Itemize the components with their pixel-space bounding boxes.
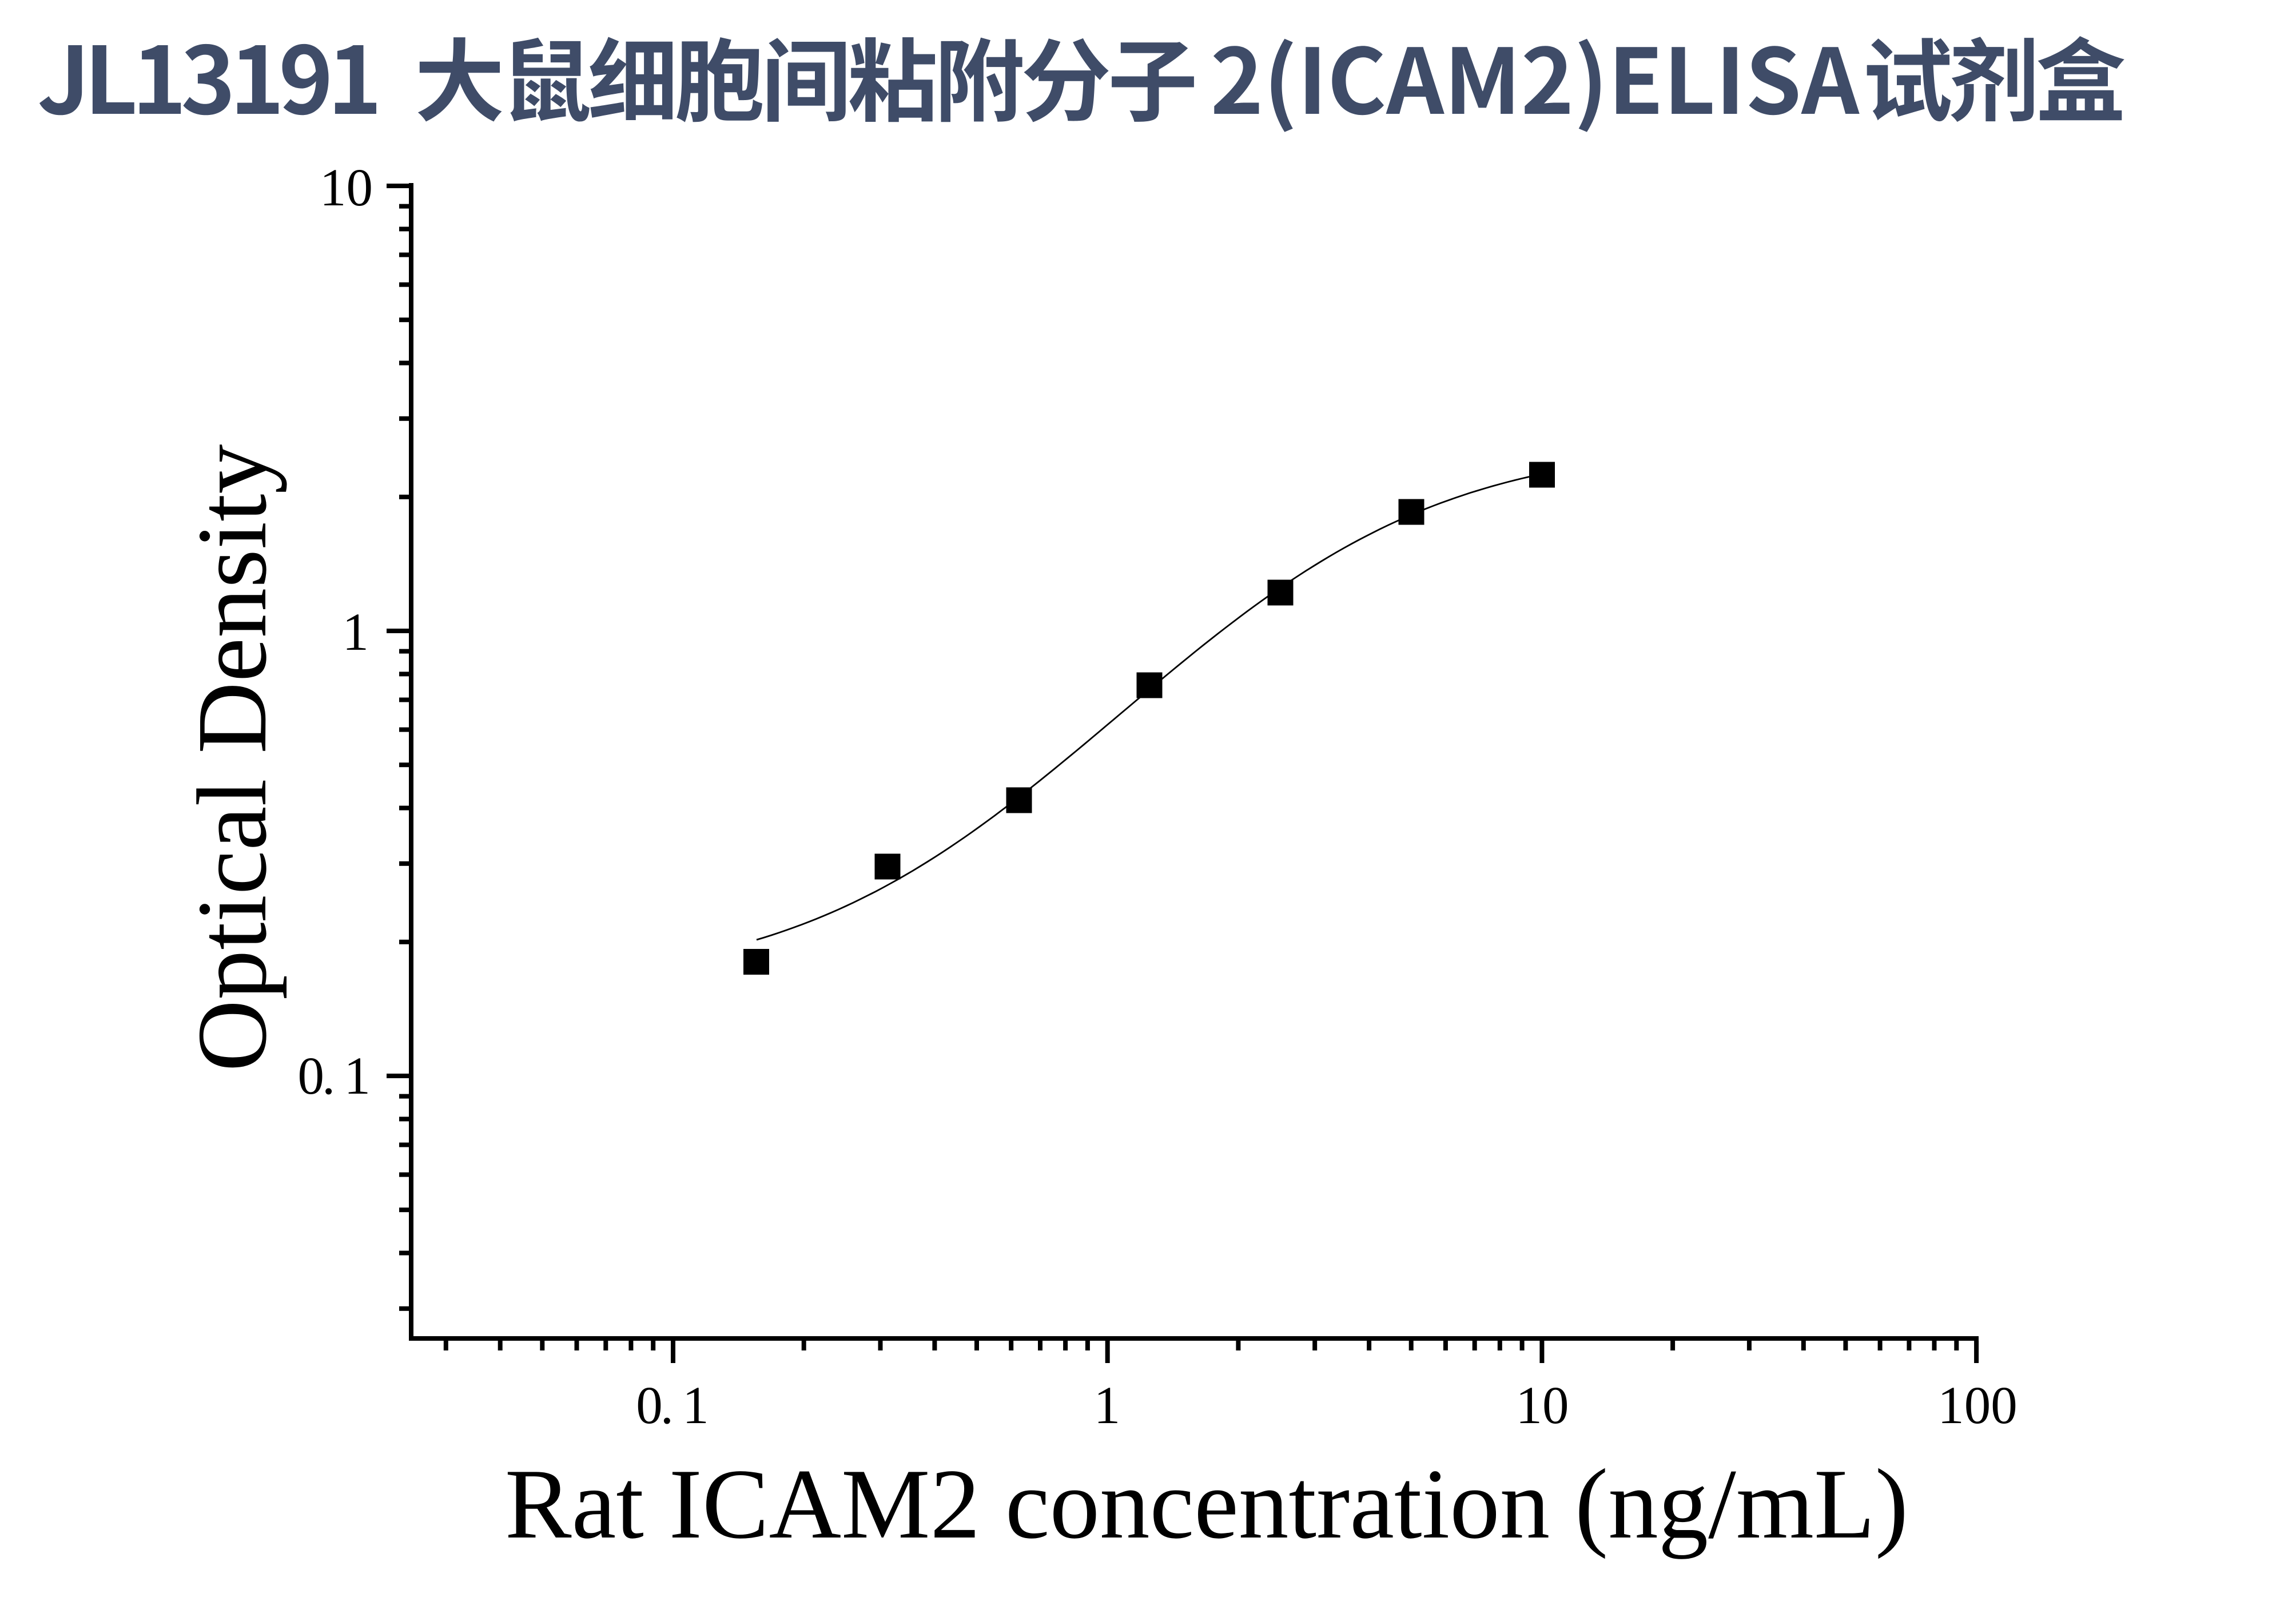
svg-text:1: 1 — [1094, 1376, 1121, 1435]
svg-text:100: 100 — [1937, 1376, 2018, 1435]
svg-text:10: 10 — [1516, 1376, 1569, 1435]
svg-text:10: 10 — [320, 158, 373, 217]
svg-text:1: 1 — [343, 603, 369, 662]
svg-text:Optical Density: Optical Density — [177, 444, 287, 1072]
svg-text:Rat ICAM2 concentration (ng/mL: Rat ICAM2 concentration (ng/mL) — [505, 1448, 1908, 1559]
svg-text:0. 1: 0. 1 — [298, 1047, 369, 1106]
svg-text:0. 1: 0. 1 — [636, 1376, 707, 1435]
